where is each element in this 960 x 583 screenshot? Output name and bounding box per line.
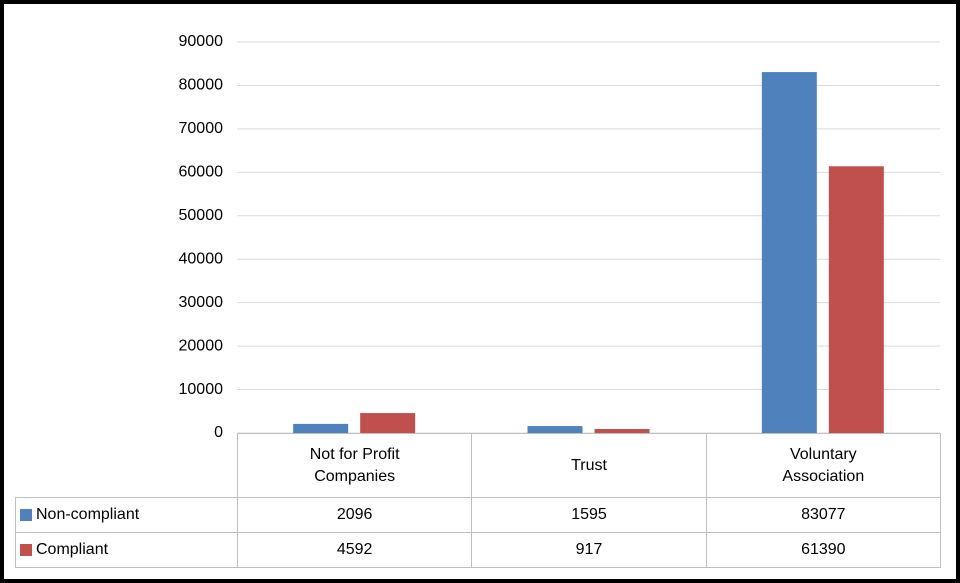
bar xyxy=(594,429,650,433)
y-tick-label: 50000 xyxy=(179,207,224,224)
y-tick-label: 0 xyxy=(214,424,223,441)
legend-label: Compliant xyxy=(36,541,109,558)
legend-swatch xyxy=(20,509,32,521)
bar xyxy=(527,426,583,433)
data-label: 83077 xyxy=(705,497,941,533)
data-label: 1595 xyxy=(471,497,707,533)
bar xyxy=(360,413,416,433)
data-label: 4592 xyxy=(237,532,473,568)
y-tick-label: 60000 xyxy=(179,164,224,181)
y-tick-label: 30000 xyxy=(179,294,224,311)
y-tick-label: 90000 xyxy=(179,33,224,50)
x-tick-label: Trust xyxy=(471,433,707,498)
y-tick-label: 70000 xyxy=(179,120,224,137)
legend-label: Non-compliant xyxy=(36,506,140,523)
bar xyxy=(293,423,349,433)
data-label: 917 xyxy=(471,532,707,568)
legend-entry: Compliant xyxy=(15,532,238,568)
data-label: 61390 xyxy=(705,532,941,568)
y-tick-label: 40000 xyxy=(179,250,224,267)
y-tick-label: 20000 xyxy=(179,337,224,354)
bar xyxy=(828,166,884,433)
chart: 0 10000 20000 30000 40000 50000 60000 70000 8000… xyxy=(179,33,940,441)
legend-entry: Non-compliant xyxy=(15,497,238,533)
y-tick-label: 10000 xyxy=(179,381,224,398)
x-tick-label: Voluntary Association xyxy=(705,433,941,498)
y-tick-label: 80000 xyxy=(179,77,224,94)
data-label: 2096 xyxy=(237,497,473,533)
legend-swatch xyxy=(20,544,32,556)
bar xyxy=(761,72,817,433)
x-tick-label: Not for Profit Companies xyxy=(237,433,473,498)
